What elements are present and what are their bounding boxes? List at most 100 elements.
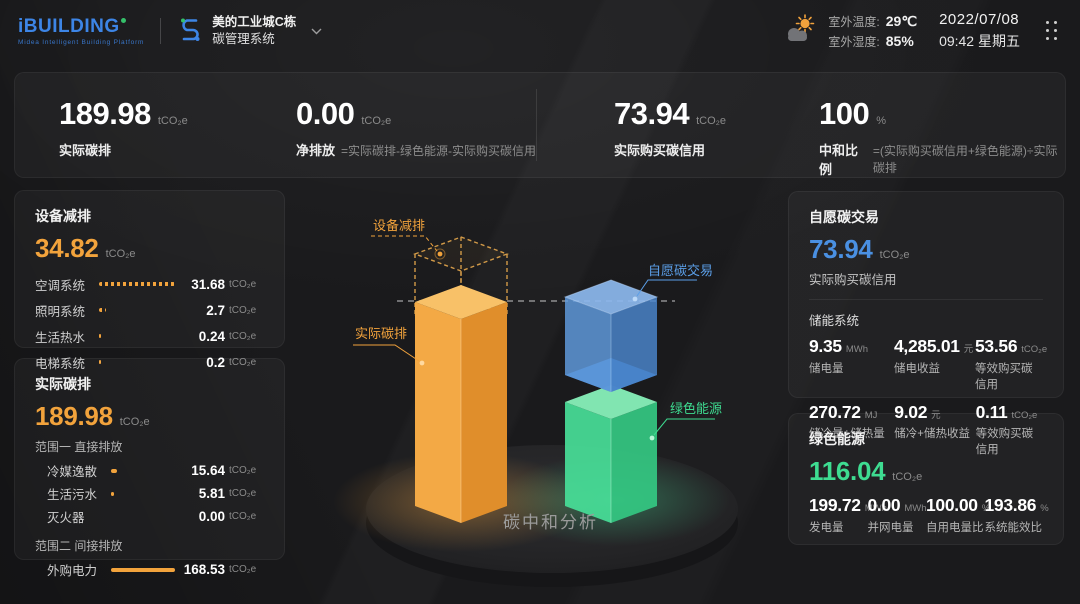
label-carbon-trade: 自愿碳交易 <box>632 263 713 302</box>
label-green-energy: 绿色能源 <box>649 401 722 441</box>
panel-caption: 实际购买碳信用 <box>809 273 897 287</box>
green-energy-column <box>565 385 657 523</box>
stat-equivalent-credit-1: 53.56 tCO₂e 等效购买碳信用 <box>975 336 1048 391</box>
panel-title: 实际碳排 <box>35 376 91 392</box>
header-divider <box>160 18 162 44</box>
kpi-neutral-ratio: 100% 中和比例 =(实际购买碳信用+绿色能源)÷实际碳排 <box>819 98 1065 178</box>
temp-label: 室外温度: <box>828 14 880 29</box>
time-text: 09:42 星期五 <box>939 33 1020 49</box>
stat-thermal-revenue: 9.02 元 储冷+储热收益 <box>894 401 970 440</box>
storage-title: 储能系统 <box>809 314 860 328</box>
label-device-reduction: 设备减排 <box>371 218 446 260</box>
device-row-elevator: 电梯系统 0.2 tCO₂e <box>35 354 257 371</box>
carbon-trade-box <box>563 279 659 392</box>
kpi-formula: =实际碳排-绿色能源-实际购买碳信用 <box>341 144 537 158</box>
bar-track <box>111 468 175 473</box>
kpi-value: 189.98 <box>59 96 151 131</box>
panel-title: 设备减排 <box>35 208 91 224</box>
sun-cloud-icon <box>784 13 818 49</box>
building-name: 美的工业城C栋 <box>212 15 297 29</box>
stat-grid-feed: 0.00 MWh 并网电量 <box>867 495 927 534</box>
stat-stored-power: 9.35 MWh 储电量 <box>809 336 869 375</box>
system-name: 碳管理系统 <box>212 32 275 46</box>
label-actual-emission: 实际碳排 <box>353 326 425 366</box>
stat-self-use-ratio: 100.00% 自用电量比 <box>926 495 991 534</box>
humidity-value: 85% <box>885 33 914 49</box>
kpi-actual-emission: 189.98 tCO₂e 实际碳排 <box>59 98 188 159</box>
kpi-bar: 189.98 tCO₂e 实际碳排 0.00 tCO₂e 净排放 =实际碳排-绿色能源… <box>14 72 1066 178</box>
kpi-label: 净排放 <box>296 143 336 158</box>
kpi-label: 中和比例 <box>819 143 859 177</box>
bar-track <box>111 515 175 519</box>
scope2-title: 范围二 间接排放 <box>35 539 123 553</box>
actual-emission-panel: 实际碳排 189.98 tCO₂e 范围一 直接排放 冷媒逸散 15.64 tCO₂… <box>14 358 285 578</box>
kpi-value: 73.94 <box>614 96 690 131</box>
carbon-neutral-chart: 设备减排 实际碳排 自愿碳交易 绿色能源 碳中和分析 <box>333 218 738 587</box>
device-row-hotwater: 生活热水 0.24 tCO₂e <box>35 328 257 345</box>
panel-unit: tCO₂e <box>105 248 136 260</box>
logo-leaf-icon <box>120 17 126 23</box>
actual-emission-column <box>415 285 507 523</box>
section-divider <box>809 299 1043 300</box>
stat-system-efficiency: 193.86% 系统能效比 <box>984 495 1049 534</box>
scope1-title: 范围一 直接排放 <box>35 440 123 454</box>
panel-unit: tCO₂e <box>892 471 923 483</box>
panel-title: 自愿碳交易 <box>809 209 879 225</box>
bar-track <box>99 360 175 364</box>
carbon-trade-label: 自愿碳交易 <box>648 263 713 278</box>
kpi-purchased-credit: 73.94 tCO₂e 实际购买碳信用 <box>614 98 726 159</box>
building-selector[interactable]: 美的工业城C栋 碳管理系统 <box>177 15 322 47</box>
bar-track <box>99 334 175 338</box>
green-energy-label: 绿色能源 <box>670 401 722 416</box>
green-energy-panel: 绿色能源 116.04 tCO₂e 199.72 MWh 发电量 0.00 MWh 并… <box>788 413 1064 545</box>
panel-title: 绿色能源 <box>809 431 865 447</box>
emission-row-refrigerant: 冷媒逸散 15.64 tCO₂e <box>47 463 257 479</box>
value-bar <box>111 567 175 572</box>
emission-row-sewage: 生活污水 5.81 tCO₂e <box>47 486 257 502</box>
emission-row-electricity: 外购电力 168.53 tCO₂e <box>47 562 257 578</box>
chevron-down-icon[interactable] <box>311 22 322 40</box>
stat-power-revenue: 4,285.01 元 储电收益 <box>893 336 974 375</box>
kpi-unit: tCO₂e <box>361 115 392 127</box>
logo-title: iBUILDING <box>18 15 120 37</box>
kpi-label: 实际购买碳信用 <box>614 143 706 158</box>
humidity-label: 室外湿度: <box>828 34 880 49</box>
kpi-unit: tCO₂e <box>696 115 727 127</box>
value-bar <box>111 468 118 473</box>
logo: iBUILDING Midea Intelligent Building Pla… <box>18 17 144 46</box>
chart-caption: 碳中和分析 <box>503 513 598 532</box>
panel-unit: tCO₂e <box>119 416 150 428</box>
kpi-value: 100 <box>819 96 870 131</box>
temp-value: 29℃ <box>885 12 918 29</box>
bar-track <box>111 567 175 572</box>
value-bar <box>111 491 114 496</box>
stat-stored-thermal: 270.72 MJ 储冷量+储热量 <box>809 401 885 440</box>
device-reduction-label: 设备减排 <box>373 218 425 233</box>
bar-track <box>99 308 175 312</box>
bar-track <box>111 491 175 496</box>
kpi-unit: % <box>876 115 887 127</box>
value-bar <box>99 360 102 364</box>
top-bar: iBUILDING Midea Intelligent Building Pla… <box>0 0 1080 62</box>
kpi-formula: =(实际购买碳信用+绿色能源)÷实际碳排 <box>872 144 1058 175</box>
bar-track <box>99 282 175 286</box>
logo-subtitle: Midea Intelligent Building Platform <box>18 38 145 46</box>
kpi-unit: tCO₂e <box>157 115 188 127</box>
device-reduction-panel: 设备减排 34.82 tCO₂e 空调系统 31.68 tCO₂e 照明系统 2.7… <box>14 190 285 371</box>
emission-row-extinguisher: 灭火器 0.00 tCO₂e <box>47 509 257 525</box>
value-bar <box>99 282 175 286</box>
menu-grid-icon[interactable] <box>1042 17 1062 45</box>
panel-value: 73.94 <box>809 234 873 264</box>
kpi-label: 实际碳排 <box>59 143 112 158</box>
panel-unit: tCO₂e <box>879 249 910 261</box>
weather-widget: 室外温度: 29℃ 室外湿度: 85% <box>784 13 917 50</box>
stat-generation: 199.72 MWh 发电量 <box>809 495 887 534</box>
datetime: 2022/07/08 09:42 星期五 <box>939 11 1020 51</box>
kpi-divider <box>536 89 537 161</box>
device-row-lighting: 照明系统 2.7 tCO₂e <box>35 302 257 319</box>
kpi-net-emission: 0.00 tCO₂e 净排放 =实际碳排-绿色能源-实际购买碳信用 <box>296 98 536 159</box>
device-row-hvac: 空调系统 31.68 tCO₂e <box>35 276 257 293</box>
date-text: 2022/07/08 <box>939 11 1020 28</box>
value-bar <box>99 308 106 312</box>
